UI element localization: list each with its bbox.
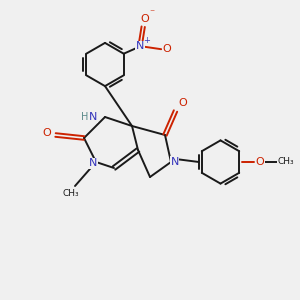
Text: O: O: [163, 44, 172, 54]
Text: N: N: [89, 158, 97, 169]
Text: O: O: [178, 98, 188, 109]
Text: O: O: [256, 157, 265, 167]
Text: O: O: [140, 14, 149, 24]
Text: CH₃: CH₃: [62, 189, 79, 198]
Text: N: N: [170, 157, 179, 167]
Text: ⁻: ⁻: [149, 8, 154, 18]
Text: CH₃: CH₃: [277, 158, 294, 166]
Text: N: N: [136, 41, 144, 51]
Text: O: O: [42, 128, 51, 139]
Text: +: +: [143, 36, 150, 45]
Text: H: H: [81, 112, 88, 122]
Text: N: N: [89, 112, 98, 122]
